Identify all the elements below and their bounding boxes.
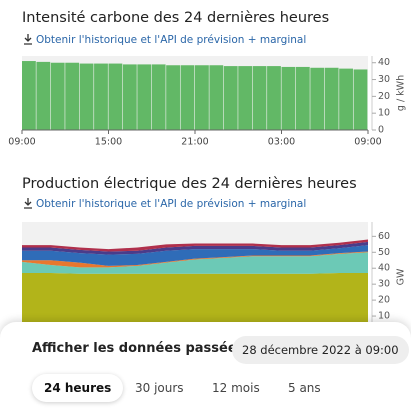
bar	[94, 63, 108, 131]
bar	[209, 65, 224, 130]
bar	[36, 61, 51, 130]
bar	[324, 67, 339, 130]
x-tick-label: 03:00	[268, 137, 295, 148]
link[interactable]: Obtenir l'historique et l'API de prévisi…	[36, 198, 306, 210]
area	[22, 245, 368, 266]
link[interactable]: Obtenir l'historique et l'API de prévisi…	[36, 34, 306, 46]
x-tick-label: 09:00	[354, 137, 381, 148]
bar	[137, 64, 152, 130]
y-tick-label: 60	[378, 231, 390, 242]
y-axis-label: GW	[396, 268, 407, 285]
chart-title: Production électrique des 24 dernières h…	[22, 176, 357, 192]
tab[interactable]: 30 jours	[135, 381, 184, 395]
bar	[310, 67, 325, 130]
area	[22, 252, 368, 274]
y-tick-label: 30	[378, 279, 390, 290]
y-tick-label: 40	[378, 263, 390, 274]
history-panel: Afficher les données passées 28 décembre…	[0, 322, 411, 412]
bar	[50, 62, 65, 130]
download-icon	[24, 198, 32, 209]
y-tick-label: 10	[378, 108, 390, 119]
bar	[65, 62, 80, 130]
bar	[295, 66, 310, 130]
y-tick-label: 20	[378, 295, 390, 306]
y-axis-label: g / kWh	[396, 75, 407, 111]
bar	[180, 65, 195, 130]
area	[22, 273, 368, 332]
y-tick-label: 0	[378, 125, 384, 136]
bar	[166, 65, 180, 130]
bar	[238, 66, 253, 130]
y-tick-label: 40	[378, 57, 390, 68]
x-tick-label: 15:00	[95, 137, 122, 148]
bar	[353, 69, 368, 130]
bar	[281, 66, 296, 130]
bar	[339, 68, 353, 130]
tab[interactable]: 5 ans	[288, 381, 321, 395]
chart-title: Intensité carbone des 24 dernières heure…	[22, 10, 329, 26]
area	[22, 239, 368, 252]
x-tick-label: 09:00	[8, 137, 35, 148]
date-picker[interactable]: 28 décembre 2022 à 09:00	[232, 336, 409, 364]
bar	[151, 64, 166, 130]
y-tick-label: 20	[378, 91, 390, 102]
bar	[267, 66, 281, 130]
bar	[108, 63, 123, 131]
y-tick-label: 30	[378, 74, 390, 85]
y-tick-label: 10	[378, 311, 390, 322]
bar	[122, 64, 137, 130]
x-tick-label: 21:00	[181, 137, 208, 148]
bar	[79, 63, 94, 131]
tab[interactable]: 12 mois	[212, 381, 260, 395]
bar	[22, 61, 36, 130]
bar	[252, 66, 267, 130]
bar	[223, 66, 238, 130]
panel-title: Afficher les données passées	[32, 341, 245, 356]
bar	[195, 65, 209, 130]
tab[interactable]: 24 heures	[32, 374, 124, 402]
y-tick-label: 50	[378, 247, 390, 258]
download-icon	[24, 34, 32, 45]
